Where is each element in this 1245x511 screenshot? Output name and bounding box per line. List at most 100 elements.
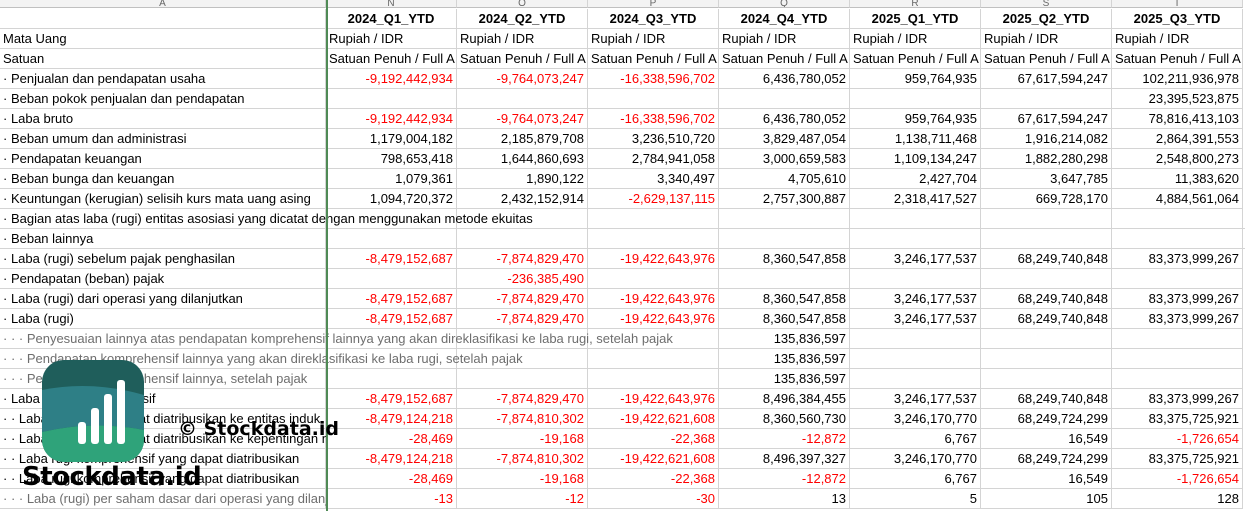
- period-header-cell[interactable]: 2025_Q1_YTD: [850, 9, 981, 29]
- value-cell[interactable]: 78,816,413,103: [1112, 109, 1243, 129]
- value-cell[interactable]: [850, 349, 981, 369]
- value-cell[interactable]: [850, 369, 981, 389]
- row-label-cell[interactable]: · Pendapatan (beban) pajak: [0, 269, 457, 289]
- value-cell[interactable]: -19,422,643,976: [588, 289, 719, 309]
- value-cell[interactable]: 135,836,597: [719, 369, 850, 389]
- value-cell[interactable]: [588, 269, 719, 289]
- row-label-cell[interactable]: · Penjualan dan pendapatan usaha: [0, 69, 326, 89]
- row-label-cell[interactable]: · Bagian atas laba (rugi) entitas asosia…: [0, 209, 1245, 229]
- value-cell[interactable]: 83,375,725,921: [1112, 409, 1243, 429]
- value-cell[interactable]: -22,368: [588, 469, 719, 489]
- value-cell[interactable]: -30: [588, 489, 719, 509]
- currency-cell[interactable]: Rupiah / IDR: [326, 29, 457, 49]
- value-cell[interactable]: -19,422,621,608: [588, 409, 719, 429]
- value-cell[interactable]: 128: [1112, 489, 1243, 509]
- value-cell[interactable]: 11,383,620: [1112, 169, 1243, 189]
- value-cell[interactable]: 8,496,384,455: [719, 389, 850, 409]
- column-letter[interactable]: Q: [719, 0, 850, 8]
- value-cell[interactable]: 102,211,936,978: [1112, 69, 1243, 89]
- currency-cell[interactable]: Rupiah / IDR: [1112, 29, 1243, 49]
- value-cell[interactable]: 2,432,152,914: [457, 189, 588, 209]
- column-letter[interactable]: O: [457, 0, 588, 8]
- value-cell[interactable]: 68,249,740,848: [981, 309, 1112, 329]
- row-label-cell[interactable]: · Laba (rugi) sebelum pajak penghasilan: [0, 249, 326, 269]
- value-cell[interactable]: 6,767: [850, 469, 981, 489]
- row-label-cell[interactable]: · Beban umum dan administrasi: [0, 129, 326, 149]
- value-cell[interactable]: 2,757,300,887: [719, 189, 850, 209]
- value-cell[interactable]: [1112, 369, 1243, 389]
- column-letter[interactable]: S: [981, 0, 1112, 8]
- value-cell[interactable]: -28,469: [326, 469, 457, 489]
- value-cell[interactable]: 3,236,510,720: [588, 129, 719, 149]
- value-cell[interactable]: 1,179,004,182: [326, 129, 457, 149]
- row-label-cell[interactable]: Satuan: [0, 49, 326, 69]
- value-cell[interactable]: 6,436,780,052: [719, 69, 850, 89]
- row-label-cell[interactable]: · · Laba rugi komprehensif yang dapat di…: [0, 469, 326, 489]
- value-cell[interactable]: 1,109,134,247: [850, 149, 981, 169]
- value-cell[interactable]: 83,373,999,267: [1112, 309, 1243, 329]
- value-cell[interactable]: 8,360,547,858: [719, 289, 850, 309]
- row-label-cell[interactable]: · Pendapatan keuangan: [0, 149, 326, 169]
- value-cell[interactable]: -19,168: [457, 469, 588, 489]
- value-cell[interactable]: 959,764,935: [850, 109, 981, 129]
- value-cell[interactable]: -2,629,137,115: [588, 189, 719, 209]
- value-cell[interactable]: -7,874,829,470: [457, 309, 588, 329]
- unit-cell[interactable]: Satuan Penuh / Full A: [1112, 49, 1243, 69]
- value-cell[interactable]: 1,882,280,298: [981, 149, 1112, 169]
- value-cell[interactable]: 1,916,214,082: [981, 129, 1112, 149]
- value-cell[interactable]: -8,479,152,687: [326, 309, 457, 329]
- value-cell[interactable]: [1112, 329, 1243, 349]
- row-label-cell[interactable]: · · · Pendapatan komprehensif lainnya ya…: [0, 349, 719, 369]
- unit-cell[interactable]: Satuan Penuh / Full A: [719, 49, 850, 69]
- value-cell[interactable]: -9,764,073,247: [457, 109, 588, 129]
- value-cell[interactable]: [719, 269, 850, 289]
- value-cell[interactable]: -7,874,810,302: [457, 449, 588, 469]
- value-cell[interactable]: 2,548,800,273: [1112, 149, 1243, 169]
- unit-cell[interactable]: Satuan Penuh / Full A: [981, 49, 1112, 69]
- column-letter[interactable]: P: [588, 0, 719, 8]
- value-cell[interactable]: 8,496,397,327: [719, 449, 850, 469]
- value-cell[interactable]: 3,647,785: [981, 169, 1112, 189]
- value-cell[interactable]: 5: [850, 489, 981, 509]
- column-letter[interactable]: T: [1112, 0, 1243, 8]
- value-cell[interactable]: [1112, 349, 1243, 369]
- row-label-cell[interactable]: · · · Laba (rugi) per saham dasar dari o…: [0, 489, 326, 509]
- column-letter[interactable]: A: [0, 0, 326, 8]
- value-cell[interactable]: 4,884,561,064: [1112, 189, 1243, 209]
- row-label-cell[interactable]: · Beban pokok penjualan dan pendapatan: [0, 89, 1112, 109]
- row-label-cell[interactable]: · Beban bunga dan keuangan: [0, 169, 326, 189]
- header-label-cell[interactable]: [0, 9, 326, 29]
- value-cell[interactable]: -236,385,490: [457, 269, 588, 289]
- value-cell[interactable]: 67,617,594,247: [981, 109, 1112, 129]
- value-cell[interactable]: -1,726,654: [1112, 469, 1243, 489]
- value-cell[interactable]: 68,249,740,848: [981, 389, 1112, 409]
- value-cell[interactable]: -16,338,596,702: [588, 109, 719, 129]
- value-cell[interactable]: 1,138,711,468: [850, 129, 981, 149]
- currency-cell[interactable]: Rupiah / IDR: [457, 29, 588, 49]
- value-cell[interactable]: -28,469: [326, 429, 457, 449]
- value-cell[interactable]: -9,192,442,934: [326, 109, 457, 129]
- row-label-cell[interactable]: · Laba bruto: [0, 109, 326, 129]
- unit-cell[interactable]: Satuan Penuh / Full A: [850, 49, 981, 69]
- value-cell[interactable]: 2,318,417,527: [850, 189, 981, 209]
- value-cell[interactable]: -19,422,643,976: [588, 309, 719, 329]
- currency-cell[interactable]: Rupiah / IDR: [981, 29, 1112, 49]
- value-cell[interactable]: 1,094,720,372: [326, 189, 457, 209]
- currency-cell[interactable]: Rupiah / IDR: [719, 29, 850, 49]
- period-header-cell[interactable]: 2024_Q3_YTD: [588, 9, 719, 29]
- value-cell[interactable]: 135,836,597: [719, 349, 850, 369]
- period-header-cell[interactable]: 2024_Q4_YTD: [719, 9, 850, 29]
- value-cell[interactable]: -9,764,073,247: [457, 69, 588, 89]
- row-label-cell[interactable]: · Laba (rugi): [0, 309, 326, 329]
- period-header-cell[interactable]: 2025_Q3_YTD: [1112, 9, 1243, 29]
- value-cell[interactable]: 2,784,941,058: [588, 149, 719, 169]
- period-header-cell[interactable]: 2024_Q1_YTD: [326, 9, 457, 29]
- value-cell[interactable]: 3,246,177,537: [850, 389, 981, 409]
- value-cell[interactable]: 2,864,391,553: [1112, 129, 1243, 149]
- row-label-cell[interactable]: · Keuntungan (kerugian) selisih kurs mat…: [0, 189, 326, 209]
- period-header-cell[interactable]: 2025_Q2_YTD: [981, 9, 1112, 29]
- value-cell[interactable]: 83,373,999,267: [1112, 389, 1243, 409]
- value-cell[interactable]: 2,427,704: [850, 169, 981, 189]
- value-cell[interactable]: 8,360,560,730: [719, 409, 850, 429]
